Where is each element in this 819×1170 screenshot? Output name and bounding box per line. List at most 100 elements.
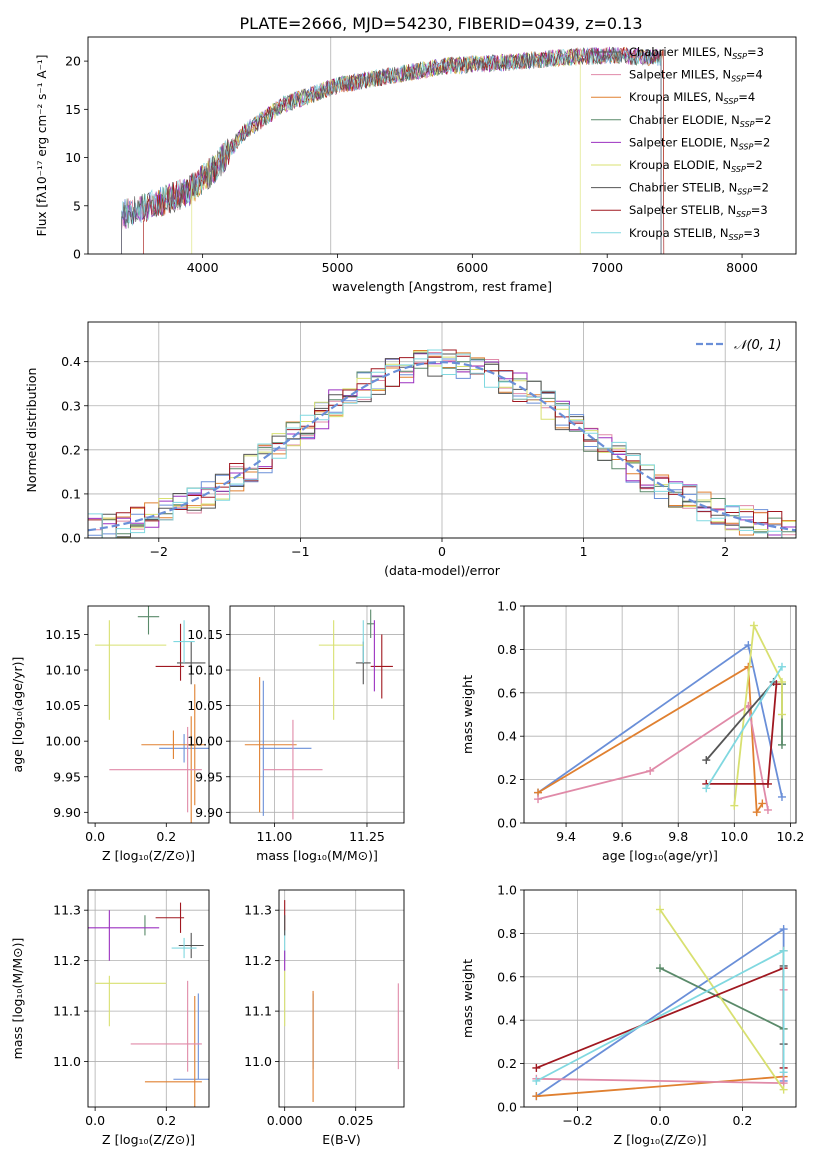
x-tick-label: 9.4: [556, 829, 576, 844]
axes-frame: [87, 36, 797, 255]
x-tick-label: 6000: [456, 260, 488, 275]
weight-marker: [777, 740, 786, 749]
error-bar: [171, 937, 197, 959]
panel-z-vs-mass: 0.0 0.2 11.0 11.1 11.2 11.3 Z [log₁₀(Z/Z⊙)] mas…: [10, 889, 210, 1147]
weight-marker: [777, 677, 786, 686]
y-tick-label: 0.2: [497, 1056, 517, 1071]
legend: 𝒩(0, 1): [696, 338, 781, 353]
weight-marker: [532, 1076, 541, 1085]
weight-marker: [777, 792, 786, 801]
x-tick-label: 0.0: [650, 1113, 670, 1128]
weight-line: [705, 681, 775, 761]
weight-marker: [534, 795, 543, 804]
weight-marker: [758, 799, 767, 808]
y-tick-label: 11.1: [53, 1004, 81, 1019]
x-tick-label: −0.2: [562, 1113, 592, 1128]
weight-marker: [532, 1063, 541, 1072]
legend-label: Kroupa ELODIE, NSSP=2: [629, 158, 763, 174]
weight-marker: [763, 779, 772, 788]
panel-z-vs-age: 0.0 0.2 9.90 9.95 10.00 10.05 10.10 10.15 Z [log…: [10, 605, 210, 863]
error-bar: [187, 684, 202, 806]
error-bar: [263, 719, 323, 820]
axes-frame: [87, 605, 210, 824]
y-tick-label: 0.2: [61, 442, 81, 457]
weight-marker: [777, 662, 786, 671]
spectrum-line: [121, 48, 662, 254]
x-axis-label: Z [log₁₀(Z/Z⊙)]: [102, 1132, 195, 1147]
figure-title: PLATE=2666, MJD=54230, FIBERID=0439, z=0…: [239, 14, 642, 33]
x-tick-label: 7000: [591, 260, 623, 275]
x-tick-label: 2: [721, 544, 729, 559]
x-axis-label: age [log₁₀(age/yr)]: [602, 848, 718, 863]
error-bar: [159, 734, 209, 763]
weight-marker: [779, 1068, 788, 1077]
y-tick-label: 10.00: [45, 734, 81, 749]
y-tick-label: 11.0: [244, 1054, 272, 1069]
weight-line: [659, 908, 785, 1091]
gaussian-curve: [88, 360, 796, 532]
legend-label: Chabrier ELODIE, NSSP=2: [629, 113, 771, 129]
y-tick-label: 11.1: [244, 1004, 272, 1019]
x-tick-label: 9.6: [612, 829, 632, 844]
panel-massweight-vs-z: −0.2 0.0 0.2 0.0 0.2 0.4 0.6 0.8 1.0 Z [log₁₀(Z/Z…: [460, 883, 797, 1147]
weight-marker: [702, 784, 711, 793]
weight-marker: [779, 946, 788, 955]
y-tick-label: 0.8: [497, 642, 517, 657]
plot-area: [95, 606, 209, 823]
weight-marker: [702, 756, 711, 765]
legend-label: Kroupa MILES, NSSP=4: [629, 90, 755, 106]
y-tick-label: 15: [65, 102, 81, 117]
x-tick-label: 0.2: [156, 1113, 176, 1128]
x-tick-label: 0.2: [156, 829, 176, 844]
weight-marker: [656, 905, 664, 914]
panel-massweight-vs-age: 9.4 9.6 9.8 10.0 10.2 0.0 0.2 0.4 0.6 0.8 1.0 age […: [460, 599, 804, 864]
weight-marker: [772, 680, 781, 689]
y-axis-label: mass [log₁₀(M/M⊙)]: [10, 938, 25, 1060]
legend-label: 𝒩(0, 1): [734, 338, 781, 353]
y-tick-label: 0.0: [61, 531, 81, 546]
x-axis-label: Z [log₁₀(Z/Z⊙)]: [614, 1132, 707, 1147]
x-axis-label: Z [log₁₀(Z/Z⊙)]: [102, 848, 195, 863]
x-tick-label: 11.00: [257, 829, 293, 844]
weight-marker: [532, 1092, 541, 1101]
y-axis-label: Flux [fλ10⁻¹⁷ erg cm⁻² s⁻¹ A⁻¹]: [35, 55, 49, 237]
y-tick-label: 1.0: [497, 883, 517, 898]
y-tick-label: 10.15: [45, 627, 81, 642]
y-axis-label: mass weight: [460, 675, 475, 754]
legend-label: Chabrier MILES, NSSP=3: [629, 45, 764, 61]
plot-area: [244, 609, 393, 820]
panel-ebv-vs-mass: 0.000 0.025 11.0 11.1 11.2 11.3 E(B-V): [244, 889, 405, 1147]
x-tick-label: 1: [580, 544, 588, 559]
legend-label: Salpeter STELIB, NSSP=3: [629, 203, 768, 219]
y-tick-label: 0.0: [497, 1100, 517, 1115]
histogram-step: [88, 352, 796, 538]
x-tick-label: 5000: [322, 260, 354, 275]
axes-frame: [87, 321, 797, 539]
weight-marker: [730, 801, 739, 810]
y-tick-label: 10.05: [45, 698, 81, 713]
y-tick-label: 10.05: [187, 698, 223, 713]
weight-marker: [752, 808, 761, 817]
y-tick-label: 10.10: [45, 663, 81, 678]
y-tick-label: 5: [73, 198, 81, 213]
error-bar: [178, 932, 204, 959]
y-tick-label: 11.2: [53, 953, 81, 968]
x-tick-label: 0.0: [85, 1113, 105, 1128]
weight-marker: [749, 621, 758, 630]
y-axis-label: mass weight: [460, 959, 475, 1038]
y-tick-label: 0.4: [497, 729, 517, 744]
y-tick-label: 10.00: [187, 734, 223, 749]
plot-area: [532, 905, 788, 1101]
x-tick-label: 0.0: [85, 829, 105, 844]
y-tick-label: 11.3: [53, 903, 81, 918]
y-tick-label: 0.0: [497, 816, 517, 831]
x-tick-label: −1: [291, 544, 309, 559]
plot-area: [284, 900, 399, 1102]
y-tick-label: 0.1: [61, 486, 81, 501]
plot-area: [88, 902, 209, 1107]
axes-frame: [229, 605, 405, 824]
y-tick-label: 10.15: [187, 627, 223, 642]
legend: Chabrier MILES, NSSP=3 Salpeter MILES, NS…: [591, 45, 771, 242]
y-tick-label: 11.0: [53, 1054, 81, 1069]
weight-marker: [779, 925, 788, 934]
